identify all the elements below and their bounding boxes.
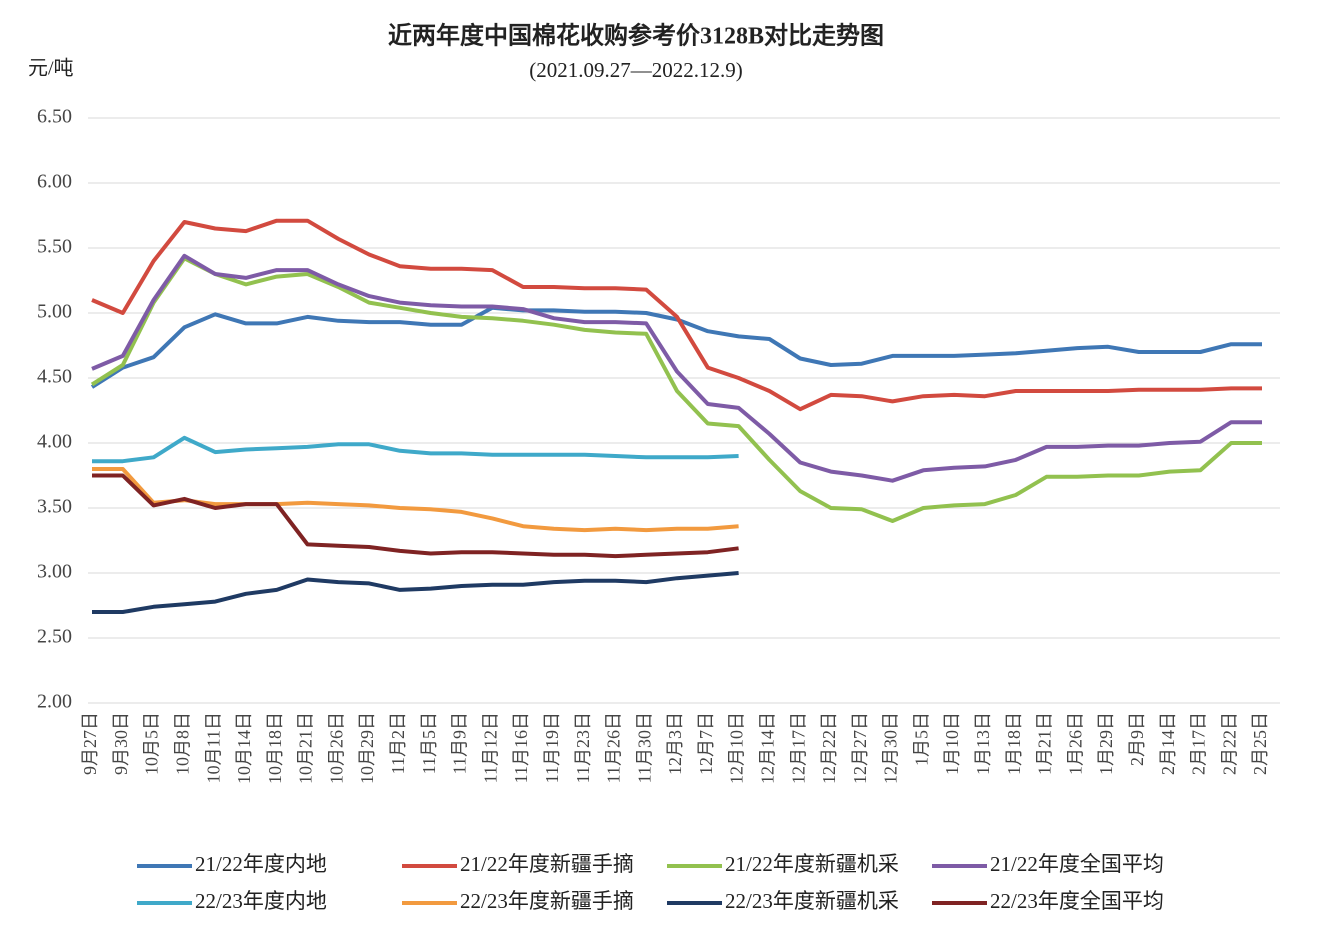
series-line	[92, 571, 739, 614]
x-tick-label: 2月14日	[1158, 712, 1178, 775]
y-tick-label: 5.00	[37, 301, 72, 323]
x-tick-label: 11月23日	[573, 712, 593, 783]
x-tick-label: 12月17日	[788, 712, 808, 784]
y-axis-label: 元/吨	[28, 57, 74, 80]
y-tick-label: 2.50	[37, 626, 72, 648]
series-line	[92, 473, 739, 559]
series-line	[92, 435, 739, 464]
legend-label: 21/22年度内地	[195, 852, 327, 876]
x-tick-label: 11月26日	[604, 712, 624, 783]
x-tick-label: 1月18日	[1004, 712, 1024, 775]
x-tick-label: 2月22日	[1219, 712, 1239, 775]
series-line	[90, 256, 1262, 523]
x-tick-label: 10月14日	[234, 712, 254, 784]
chart-title: 近两年度中国棉花收购参考价3128B对比走势图	[388, 22, 884, 50]
x-tick-label: 1月5日	[911, 712, 931, 766]
y-tick-label: 2.00	[37, 691, 72, 713]
x-tick-label: 12月27日	[850, 712, 870, 784]
chart-subtitle: (2021.09.27—2022.12.9)	[529, 58, 743, 82]
legend-label: 21/22年度全国平均	[990, 852, 1164, 876]
series-line	[91, 218, 1262, 412]
x-tick-label: 2月25日	[1250, 712, 1270, 775]
y-tick-label: 6.50	[37, 106, 72, 128]
legend-label: 21/22年度新疆机采	[725, 852, 899, 876]
x-tick-label: 9月30日	[111, 712, 131, 775]
x-tick-label: 11月2日	[388, 712, 408, 774]
series-line	[91, 253, 1262, 483]
x-tick-label: 1月29日	[1096, 712, 1116, 775]
x-tick-label: 11月16日	[511, 712, 531, 783]
x-tick-label: 9月27日	[80, 712, 100, 775]
x-tick-label: 2月17日	[1189, 712, 1209, 775]
x-tick-label: 12月30日	[881, 712, 901, 784]
x-tick-label: 10月21日	[296, 712, 316, 784]
x-tick-label: 10月11日	[203, 712, 223, 783]
x-tick-label: 11月12日	[480, 712, 500, 783]
y-tick-label: 3.00	[37, 561, 72, 583]
legend-label: 22/23年度新疆机采	[725, 889, 899, 913]
y-tick-label: 4.50	[37, 366, 72, 388]
x-tick-label: 11月19日	[542, 712, 562, 783]
x-tick-label: 2月9日	[1127, 712, 1147, 766]
x-tick-label: 12月7日	[696, 712, 716, 775]
x-tick-label: 10月8日	[172, 712, 192, 775]
x-tick-label: 11月30日	[634, 712, 654, 783]
x-tick-label: 11月5日	[419, 712, 439, 774]
x-tick-label: 10月18日	[265, 712, 285, 784]
x-tick-label: 12月14日	[757, 712, 777, 784]
legend-label: 22/23年度新疆手摘	[460, 889, 634, 913]
x-tick-label: 1月10日	[942, 712, 962, 775]
x-tick-label: 11月9日	[450, 712, 470, 774]
x-tick-label: 12月22日	[819, 712, 839, 784]
x-tick-label: 1月13日	[973, 712, 993, 775]
y-tick-label: 6.00	[37, 171, 72, 193]
x-tick-label: 10月5日	[142, 712, 162, 775]
y-tick-label: 3.50	[37, 496, 72, 518]
y-tick-label: 5.50	[37, 236, 72, 258]
x-tick-label: 12月3日	[665, 712, 685, 775]
x-tick-label: 1月26日	[1065, 712, 1085, 775]
legend-label: 22/23年度全国平均	[990, 889, 1164, 913]
y-tick-label: 4.00	[37, 431, 72, 453]
legend-label: 22/23年度内地	[195, 889, 327, 913]
x-tick-label: 12月10日	[727, 712, 747, 784]
x-tick-label: 10月26日	[326, 712, 346, 784]
x-tick-label: 10月29日	[357, 712, 377, 784]
legend-label: 21/22年度新疆手摘	[460, 852, 634, 876]
x-tick-label: 1月21日	[1035, 712, 1055, 775]
